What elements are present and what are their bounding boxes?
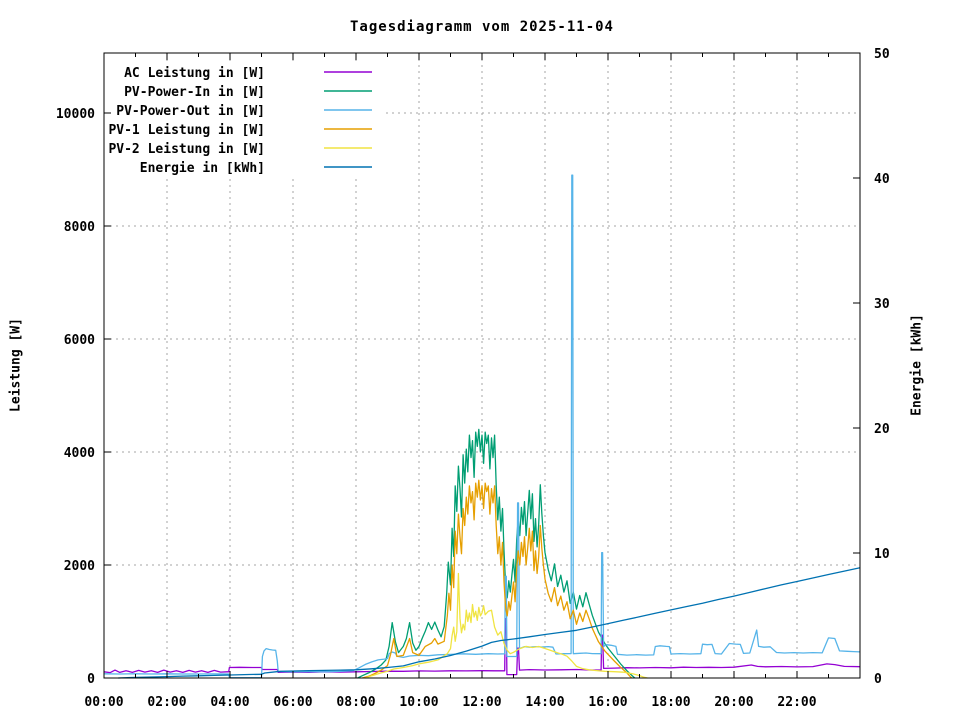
y-right-tick-label: 40 (874, 172, 890, 187)
legend-label: PV-Power-Out in [W] (116, 104, 265, 119)
y-left-tick-label: 0 (87, 672, 95, 687)
x-tick-label: 06:00 (273, 695, 312, 710)
legend-label: AC Leistung in [W] (124, 66, 265, 81)
series-pv-2-leistung-in-w (365, 572, 648, 679)
series-pv-power-out-in-w (103, 174, 861, 679)
series-ac-leistung-in-w (103, 618, 861, 676)
x-tick-label: 08:00 (336, 695, 375, 710)
x-tick-label: 22:00 (777, 695, 816, 710)
x-tick-label: 02:00 (147, 695, 186, 710)
chart-title: Tagesdiagramm vom 2025-11-04 (349, 19, 614, 35)
x-tick-label: 04:00 (210, 695, 249, 710)
y-right-tick-label: 10 (874, 547, 890, 562)
x-tick-label: 18:00 (651, 695, 690, 710)
legend-label: PV-Power-In in [W] (124, 85, 265, 100)
y-right-tick-label: 20 (874, 422, 890, 437)
x-tick-label: 14:00 (525, 695, 564, 710)
y-axis-label-right: Energie [kWh] (909, 314, 925, 416)
series-energie-in-kwh (118, 567, 861, 679)
x-tick-label: 00:00 (84, 695, 123, 710)
x-tick-label: 20:00 (714, 695, 753, 710)
legend-background (105, 61, 383, 179)
series-pv-1-leistung-in-w (362, 479, 633, 679)
y-left-tick-label: 4000 (64, 446, 95, 461)
series-pv-power-in-in-w (357, 428, 636, 679)
legend-label: PV-1 Leistung in [W] (108, 123, 265, 138)
y-axis-label-left: Leistung [W] (8, 318, 24, 412)
y-right-tick-label: 30 (874, 297, 890, 312)
y-right-tick-label: 0 (874, 672, 882, 687)
x-tick-label: 10:00 (399, 695, 438, 710)
x-tick-label: 12:00 (462, 695, 501, 710)
y-right-tick-label: 50 (874, 47, 890, 62)
legend-label: Energie in [kWh] (140, 161, 265, 176)
legend-label: PV-2 Leistung in [W] (108, 142, 265, 157)
y-left-tick-label: 6000 (64, 333, 95, 348)
y-left-tick-label: 2000 (64, 559, 95, 574)
x-tick-label: 16:00 (588, 695, 627, 710)
y-left-tick-label: 10000 (56, 107, 95, 122)
y-left-tick-label: 8000 (64, 220, 95, 235)
